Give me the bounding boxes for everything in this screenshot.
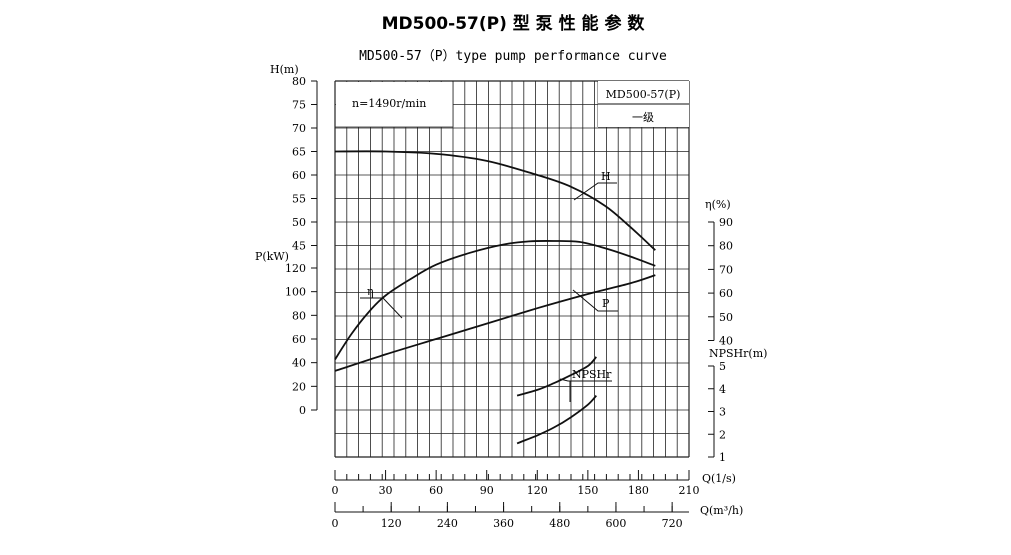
speed-note-cell xyxy=(336,82,453,127)
eta-tick-label: 60 xyxy=(719,287,733,300)
q-ls-tick-label: 0 xyxy=(332,484,339,497)
eta-tick-label: 80 xyxy=(719,240,733,253)
efficiency-label-leader xyxy=(360,297,403,319)
q-m3h-tick-label: 600 xyxy=(605,517,626,530)
p-tick-label: 0 xyxy=(299,404,306,417)
p-tick-label: 40 xyxy=(292,357,306,370)
npsh-tick-label: 5 xyxy=(719,360,726,373)
grid xyxy=(334,80,690,458)
axes: 8075706560555045120100806040200908070605… xyxy=(285,75,733,530)
h-tick-label: 80 xyxy=(292,75,306,88)
q-m3h-tick-label: 360 xyxy=(493,517,514,530)
q-m3h-tick-label: 240 xyxy=(437,517,458,530)
model-name: MD500-57(P) xyxy=(606,88,681,101)
h-tick-label: 60 xyxy=(292,169,306,182)
q-m3h-tick-label: 120 xyxy=(381,517,402,530)
q-ls-tick-label: 180 xyxy=(628,484,649,497)
efficiency-curve xyxy=(334,240,656,360)
power-label-leader xyxy=(572,289,618,312)
npsh-tick-label: 1 xyxy=(719,451,726,464)
h-tick-label: 65 xyxy=(292,146,306,159)
p-tick-label: 80 xyxy=(292,309,306,322)
eta-tick-label: 40 xyxy=(719,335,733,348)
eta-axis-label: η(%) xyxy=(705,198,731,211)
npsh-tick-label: 3 xyxy=(719,406,726,419)
head-curve-label: H xyxy=(601,170,611,183)
npshr-curve-lower xyxy=(516,394,597,445)
q-ls-tick-label: 60 xyxy=(429,484,443,497)
q-ls-tick-label: 210 xyxy=(679,484,700,497)
p-tick-label: 120 xyxy=(285,262,306,275)
h-tick-label: 55 xyxy=(292,193,306,206)
h-tick-label: 70 xyxy=(292,122,306,135)
npsh-axis-label: NPSHr(m) xyxy=(709,347,767,360)
q-ls-tick-label: 90 xyxy=(480,484,494,497)
q-ls-tick-label: 120 xyxy=(527,484,548,497)
curves: Hη P NPSHr xyxy=(334,150,656,445)
power-curve-label: P xyxy=(602,297,610,310)
speed-note: n=1490r/min xyxy=(352,97,426,110)
p-tick-label: 20 xyxy=(292,380,306,393)
eta-tick-label: 90 xyxy=(719,216,733,229)
chart-title: MD500-57(P) 型 泵 性 能 参 数 xyxy=(382,13,646,34)
h-axis-label: H(m) xyxy=(270,63,299,76)
npsh-tick-label: 4 xyxy=(719,383,726,396)
q-ls-tick-label: 150 xyxy=(577,484,598,497)
eta-tick-label: 70 xyxy=(719,263,733,276)
npshr-label-leader-top xyxy=(559,378,612,382)
chart-subtitle: MD500-57（P）type pump performance curve xyxy=(359,49,667,64)
q-m3h-tick-label: 0 xyxy=(332,517,339,530)
power-curve xyxy=(334,274,656,372)
efficiency-curve-label: η xyxy=(367,285,374,298)
head-label-leader xyxy=(573,182,617,201)
q-m3h-tick-label: 480 xyxy=(549,517,570,530)
eta-tick-label: 50 xyxy=(719,311,733,324)
q-m3h-axis-label: Q(m³/h) xyxy=(700,504,743,517)
p-tick-label: 100 xyxy=(285,286,306,299)
model-stage: 一级 xyxy=(632,111,654,124)
q-ls-axis-label: Q(1/s) xyxy=(702,472,736,485)
head-curve xyxy=(334,150,656,251)
h-tick-label: 45 xyxy=(292,240,306,253)
q-ls-tick-label: 30 xyxy=(379,484,393,497)
h-tick-label: 75 xyxy=(292,99,306,112)
npsh-tick-label: 2 xyxy=(719,428,726,441)
p-axis-label: P(kW) xyxy=(255,250,289,263)
npshr-curve-label: NPSHr xyxy=(572,368,612,381)
p-tick-label: 60 xyxy=(292,333,306,346)
q-m3h-tick-label: 720 xyxy=(662,517,683,530)
h-tick-label: 50 xyxy=(292,216,306,229)
